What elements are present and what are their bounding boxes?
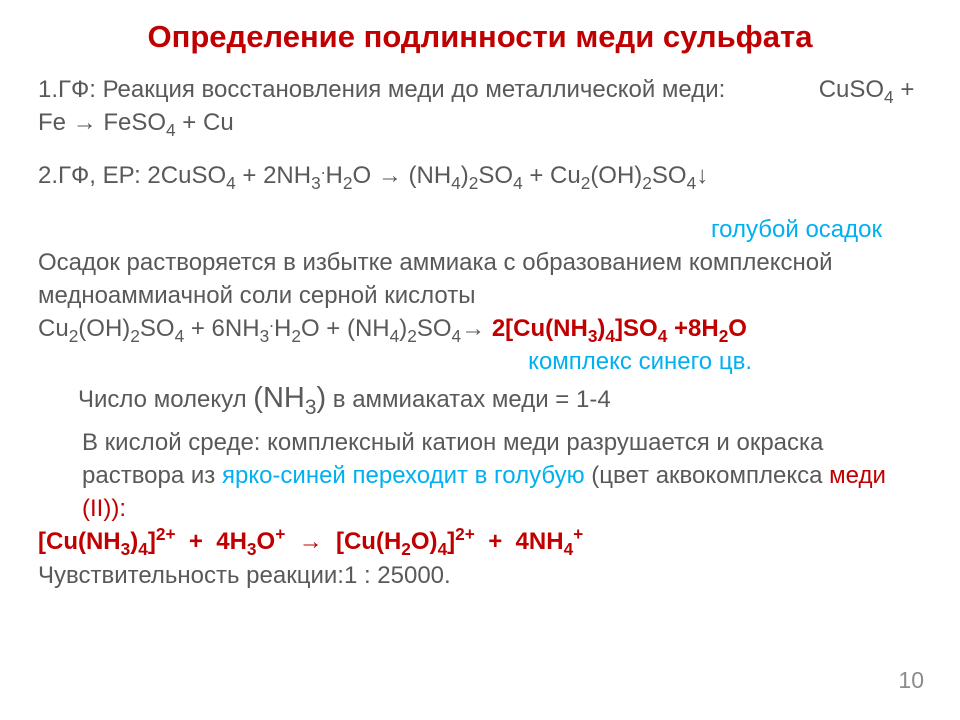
body1-text: Осадок растворяется в избытке аммиака с … — [38, 249, 833, 309]
section2-note: голубой осадок — [38, 213, 922, 246]
nh3-pre: Число молекул — [78, 386, 253, 413]
section2-label: 2.ГФ, ЕР: — [38, 162, 141, 189]
acid-line2-plain: (цвет аквокомплекса — [585, 462, 830, 489]
nh3-formula: (NH3) — [253, 382, 326, 414]
eq3-right: 2[Cu(NH3)4]SO4 +8H2O — [492, 315, 747, 342]
eq3-left: Cu2(OH)2SO4 + 6NH3.H2O + (NH4)2SO4→ — [38, 315, 492, 342]
body1: Осадок растворяется в избытке аммиака с … — [38, 246, 922, 312]
acid-text: В кислой среде: комплексный катион меди … — [38, 426, 922, 525]
nh3-post: в аммиакатах меди = 1-4 — [326, 386, 611, 413]
slide-content: Определение подлинности меди сульфата 1.… — [0, 0, 960, 720]
acid-highlight1: ярко-синей переходит в голубую — [222, 462, 585, 489]
complex-note: комплекс синего цв. — [38, 345, 922, 378]
section2: 2.ГФ, ЕР: 2CuSO4 + 2NH3.H2O → (NH4)2SO4 … — [38, 159, 922, 192]
slide-title: Определение подлинности меди сульфата — [38, 18, 922, 55]
section1-label: 1.ГФ: Реакция восстановления меди до мет… — [38, 76, 725, 103]
eq4: [Cu(NH3)4]2+ + 4H3O+ → [Cu(H2O)4]2+ + 4N… — [38, 525, 922, 558]
nh3-line: Число молекул (NH3) в аммиакатах меди = … — [38, 378, 922, 418]
title-text: Определение подлинности меди сульфата — [148, 19, 813, 54]
page-number: 10 — [898, 667, 924, 694]
eq3: Cu2(OH)2SO4 + 6NH3.H2O + (NH4)2SO4→ 2[Cu… — [38, 312, 922, 345]
sensitivity: Чувствительность реакции:1 : 25000. — [38, 559, 922, 592]
section1: 1.ГФ: Реакция восстановления меди до мет… — [38, 73, 922, 139]
section2-eq: 2CuSO4 + 2NH3.H2O → (NH4)2SO4 + Cu2(OH)2… — [147, 162, 708, 189]
